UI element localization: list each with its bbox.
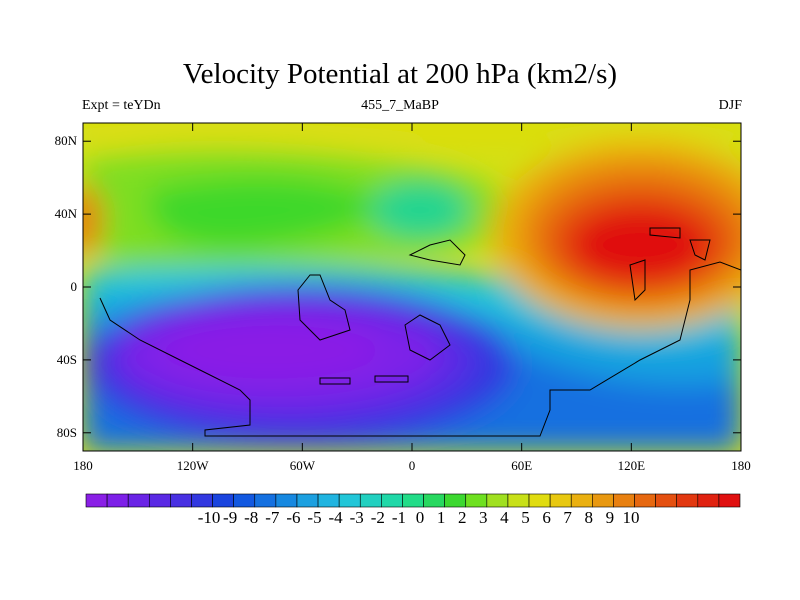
- x-tick-label: 120E: [618, 458, 646, 473]
- colorbar-label: -1: [392, 508, 406, 527]
- colorbar-label: 7: [563, 508, 572, 527]
- colorbar-label: 0: [416, 508, 425, 527]
- colorbar-swatch: [423, 493, 445, 508]
- colorbar-swatch: [570, 493, 593, 508]
- colorbar-swatch: [486, 493, 509, 508]
- colorbar-swatch: [170, 493, 192, 508]
- season-label: DJF: [718, 98, 742, 113]
- colorbar-swatch: [613, 493, 635, 508]
- colorbar-swatch: [148, 493, 171, 508]
- colorbar-label: 6: [542, 508, 551, 527]
- colorbar-label: -8: [244, 508, 258, 527]
- y-tick-label: 40N: [55, 206, 78, 221]
- colorbar-label: -6: [286, 508, 300, 527]
- colorbar-swatch: [338, 493, 361, 508]
- colorbar-label: 2: [458, 508, 467, 527]
- colorbar-swatch: [592, 493, 614, 508]
- x-tick-label: 0: [409, 458, 416, 473]
- colorbar-swatch: [106, 493, 129, 508]
- y-axis: 80N 40N 0 40S 80S: [55, 133, 741, 440]
- colorbar-swatch: [655, 493, 678, 508]
- coastlines: [99, 227, 741, 437]
- colorbar-label: 8: [585, 508, 594, 527]
- colorbar-swatch: [233, 493, 256, 508]
- y-tick-label: 80S: [57, 425, 77, 440]
- y-tick-label: 80N: [55, 133, 78, 148]
- colorbar-swatch: [444, 493, 467, 508]
- x-tick-label: 120W: [177, 458, 210, 473]
- colorbar-swatch: [697, 493, 720, 508]
- x-axis: 180 120W 60W 0 60E 120E 180: [73, 123, 751, 473]
- x-tick-label: 60E: [511, 458, 532, 473]
- colorbar-swatch: [718, 493, 741, 508]
- colorbar: -10 -9 -8 -7 -6 -5 -4 -3 -2 -1 0 1 2 3 4 5 6 7 8 9 10: [85, 493, 741, 527]
- colorbar-swatch: [381, 493, 403, 508]
- colorbar-label: 10: [622, 508, 639, 527]
- colorbar-swatch: [191, 493, 213, 508]
- colorbar-label: -9: [223, 508, 237, 527]
- run-id-label: 455_7_MaBP: [361, 98, 439, 113]
- colorbar-swatch: [528, 493, 551, 508]
- colorbar-swatch: [634, 493, 656, 508]
- contour-field: [83, 123, 741, 451]
- colorbar-swatch: [507, 493, 530, 508]
- colorbar-label: -4: [329, 508, 344, 527]
- colorbar-swatch: [254, 493, 277, 508]
- x-tick-label: 180: [731, 458, 751, 473]
- colorbar-swatch: [359, 493, 382, 508]
- colorbar-swatch: [296, 493, 319, 508]
- x-tick-label: 60W: [290, 458, 316, 473]
- plot-title: Velocity Potential at 200 hPa (km2/s): [182, 58, 618, 90]
- colorbar-label: -3: [350, 508, 364, 527]
- colorbar-label: 5: [521, 508, 530, 527]
- colorbar-swatch: [317, 493, 340, 508]
- colorbar-label: -10: [198, 508, 221, 527]
- colorbar-label: 9: [606, 508, 615, 527]
- colorbar-label: 4: [500, 508, 509, 527]
- colorbar-label: 1: [437, 508, 446, 527]
- colorbar-swatch: [402, 493, 424, 508]
- colorbar-swatch: [127, 493, 150, 508]
- colorbar-swatch: [212, 493, 234, 508]
- colorbar-label: 3: [479, 508, 488, 527]
- colorbar-label: -5: [307, 508, 321, 527]
- experiment-label: Expt = teYDn: [82, 98, 161, 113]
- y-tick-label: 40S: [57, 352, 77, 367]
- colorbar-swatch: [85, 493, 108, 508]
- colorbar-swatch: [465, 493, 488, 508]
- y-tick-label: 0: [71, 279, 78, 294]
- colorbar-swatch: [275, 493, 298, 508]
- colorbar-label: -2: [371, 508, 385, 527]
- colorbar-swatch: [549, 493, 572, 508]
- colorbar-label: -7: [265, 508, 280, 527]
- colorbar-swatch: [676, 493, 699, 508]
- x-tick-label: 180: [73, 458, 93, 473]
